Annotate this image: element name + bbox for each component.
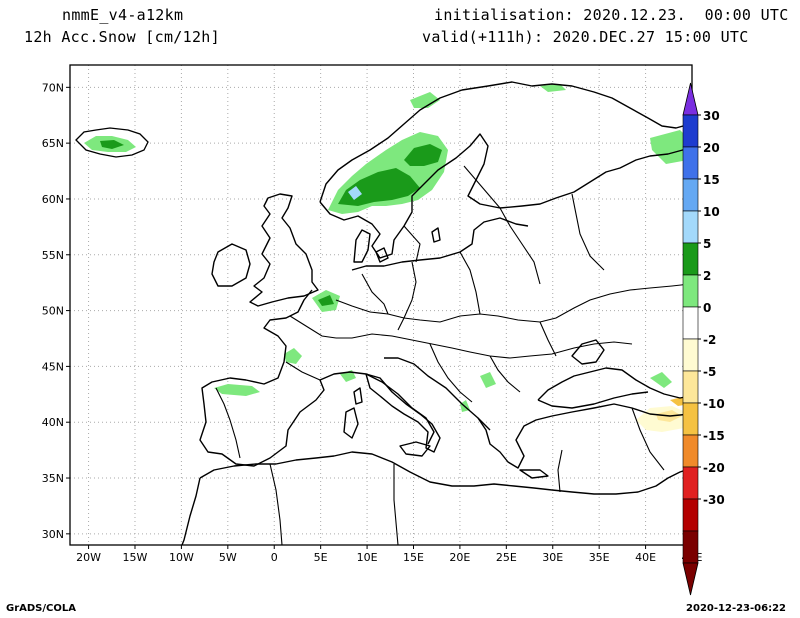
colorbar-label: -15 (703, 429, 725, 443)
colorbar-top-arrow (682, 82, 699, 116)
colorbar-swatch (682, 498, 699, 532)
borders (215, 165, 691, 545)
colorbar-swatch (682, 210, 699, 244)
tick-label-lon: 35E (589, 551, 610, 564)
tick-label-lon: 5E (314, 551, 328, 564)
colorbar-swatch (682, 402, 699, 436)
colorbar-label: 30 (703, 109, 720, 123)
tick-label-lat: 60N (42, 193, 64, 206)
colorbar-swatch (682, 274, 699, 308)
colorbar-label: -2 (703, 333, 716, 347)
snow-pyrenees (214, 384, 260, 396)
colorbar-label: 20 (703, 141, 720, 155)
snow-finnmark (540, 84, 566, 92)
variable-title: 12h Acc.Snow [cm/12h] (24, 28, 220, 46)
tick-label-lat: 50N (42, 305, 64, 318)
tick-label-lon: 40E (635, 551, 656, 564)
tick-label-lat: 40N (42, 416, 64, 429)
tick-label-lon: 0 (271, 551, 278, 564)
tick-label-lon: 15E (403, 551, 424, 564)
colorbar-swatch (682, 370, 699, 404)
tick-label-lon: 20E (449, 551, 470, 564)
tick-label-lon: 10W (169, 551, 194, 564)
valid-time: valid(+111h): 2020.DEC.27 15:00 UTC (422, 28, 749, 46)
colorbar-label: 0 (703, 301, 711, 315)
snow-fields (75, 84, 692, 432)
tick-label-lon: 10E (357, 551, 378, 564)
colorbar-swatch (682, 306, 699, 340)
colorbar-label: -30 (703, 493, 725, 507)
tick-label-lat: 30N (42, 528, 64, 541)
timestamp: 2020-12-23-06:22 (686, 603, 786, 614)
snow-balkans (480, 372, 496, 388)
colorbar-swatch (682, 178, 699, 212)
model-title: nmmE_v4-a12km (62, 6, 184, 24)
tick-label-lat: 35N (42, 472, 64, 485)
colorbar-label: 15 (703, 173, 720, 187)
coastlines (181, 81, 692, 545)
graticule (70, 65, 693, 545)
tick-label-lon: 25E (496, 551, 517, 564)
tick-label-lon: 15W (123, 551, 148, 564)
snow-heavy (348, 186, 362, 200)
snow-caucasus (650, 372, 672, 388)
colorbar-swatch (682, 338, 699, 372)
snow-belgium-core (318, 295, 334, 306)
colorbar-label: 2 (703, 269, 711, 283)
tick-label-lon: 30E (542, 551, 563, 564)
colorbar-label: -20 (703, 461, 725, 475)
colorbar-swatch (682, 146, 699, 180)
colorbar-swatch (682, 530, 699, 564)
colorbar-swatch (682, 242, 699, 276)
snow-north (410, 92, 440, 108)
snow-iceland-core (100, 140, 124, 149)
snow-lapland (404, 144, 442, 166)
tick-label-lon: 5W (219, 551, 237, 564)
credit: GrADS/COLA (6, 603, 76, 614)
colorbar-swatch (682, 466, 699, 500)
tick-label-lat: 55N (42, 249, 64, 262)
colorbar-label: 10 (703, 205, 720, 219)
axes: 20W15W10W5W05E10E15E20E25E30E35E40E45E30… (42, 81, 703, 564)
colorbar-swatch (682, 114, 699, 148)
colorbar-label: -5 (703, 365, 716, 379)
colorbar-bottom-arrow (682, 562, 699, 596)
tick-label-lat: 45N (42, 360, 64, 373)
tick-label-lon: 20W (76, 551, 101, 564)
snow-massif (284, 348, 302, 364)
init-time: initialisation: 2020.12.23. 00:00 UTC (434, 6, 789, 24)
tick-label-lat: 70N (42, 81, 64, 94)
colorbar-label: 5 (703, 237, 711, 251)
colorbar-swatch (682, 434, 699, 468)
tick-label-lat: 65N (42, 137, 64, 150)
colorbar-label: -10 (703, 397, 725, 411)
